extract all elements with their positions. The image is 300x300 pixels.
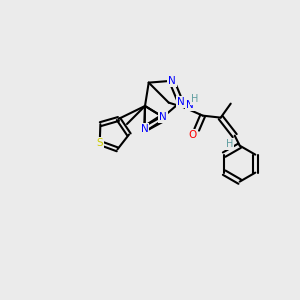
Text: N: N: [141, 124, 148, 134]
Text: N: N: [177, 97, 184, 107]
Text: H: H: [191, 94, 198, 103]
Text: H: H: [226, 139, 233, 148]
Text: N: N: [159, 112, 167, 122]
Text: O: O: [189, 130, 197, 140]
Text: N: N: [186, 100, 194, 110]
Text: S: S: [96, 138, 103, 148]
Text: N: N: [168, 76, 176, 86]
